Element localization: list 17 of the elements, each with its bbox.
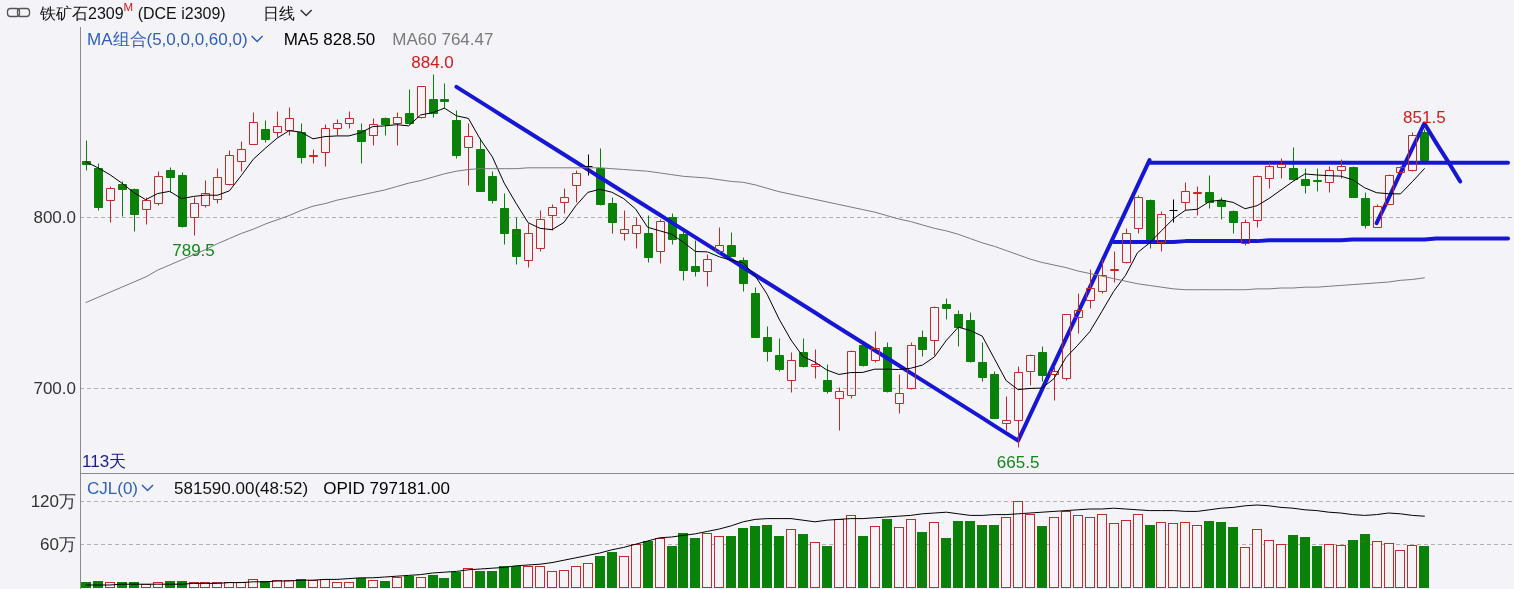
annotation: 851.5 [1403, 107, 1446, 127]
legend-title: CJL(0) [87, 478, 139, 498]
annotation: 113天 [82, 451, 127, 471]
chart-subtitle: 日线 [262, 4, 295, 22]
legend-title: MA组合(5,0,0,0,60,0) [87, 29, 248, 49]
text: OPID 797181.00 [323, 478, 450, 498]
y-tick-label: 800.0 [33, 207, 76, 227]
annotation: 884.0 [411, 52, 454, 72]
y-tick-label: 120万 [30, 491, 76, 511]
chart-title: 铁矿石2309$^{M}$ (DCE i2309) [39, 1, 226, 22]
y-tick-label: 60万 [40, 534, 76, 554]
text: MA5 828.50 [283, 29, 376, 49]
annotation: 789.5 [172, 240, 215, 260]
annotation: 665.5 [996, 452, 1040, 472]
annotation: 581590.00(48:52) [174, 478, 309, 498]
y-tick-label: 700.0 [33, 378, 76, 398]
text: MA60 764.47 [392, 29, 494, 49]
